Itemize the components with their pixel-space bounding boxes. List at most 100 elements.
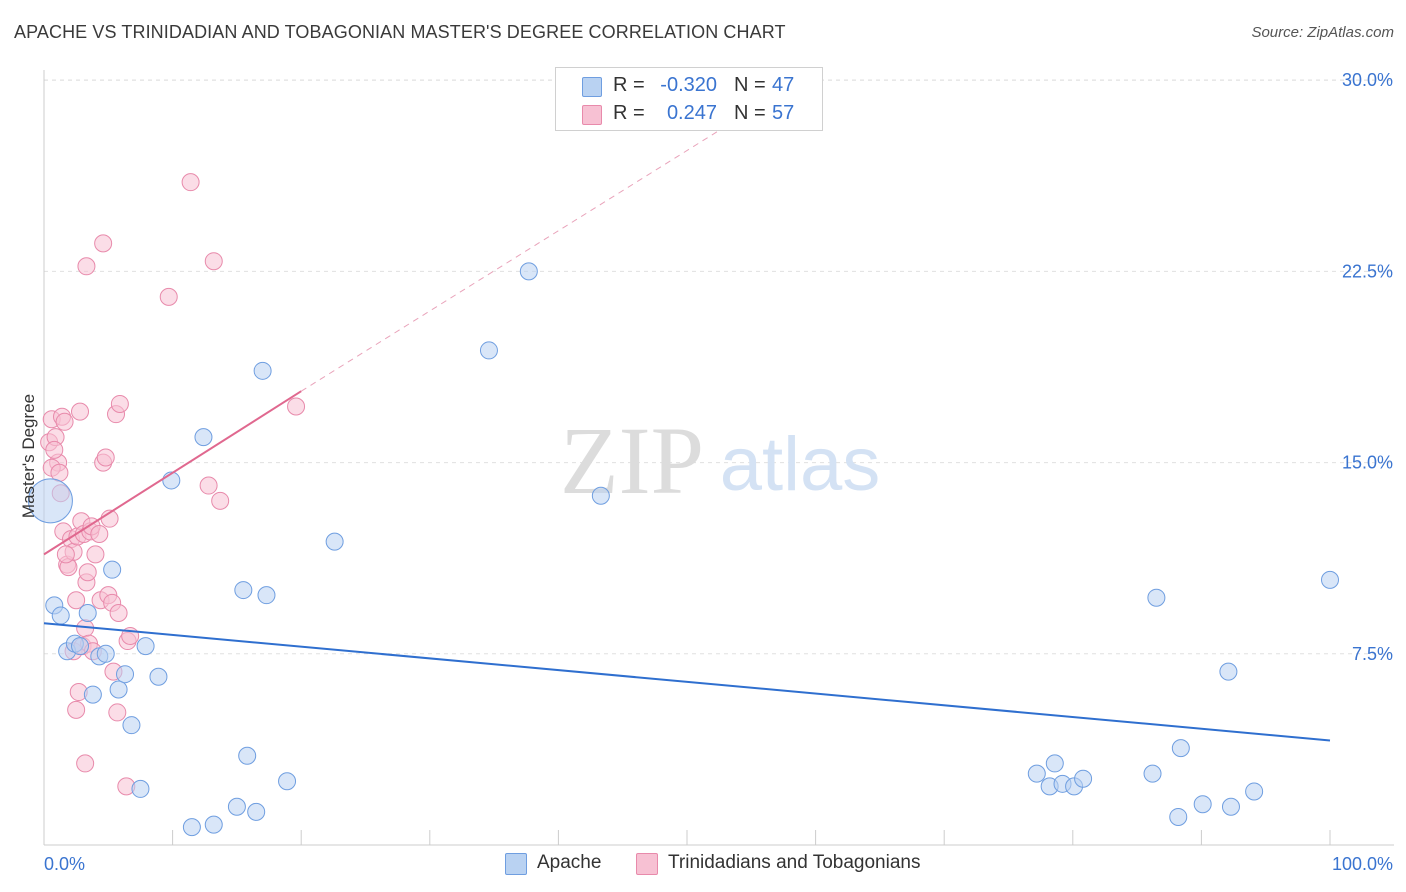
data-point-trinidadians	[71, 402, 90, 421]
data-point-apache	[325, 532, 344, 551]
data-point-apache	[136, 637, 155, 656]
data-point-apache	[103, 560, 122, 579]
data-point-trinidadians	[108, 703, 127, 722]
data-point-trinidadians	[96, 448, 115, 467]
data-point-trinidadians	[55, 412, 74, 431]
data-point-trinidadians	[211, 491, 230, 510]
data-point-apache	[1169, 807, 1188, 826]
data-point-apache	[591, 486, 610, 505]
legend-n-value: 57	[772, 102, 795, 124]
tick-labels: 7.5% 15.0% 22.5% 30.0% 0.0% 100.0%	[44, 70, 1393, 874]
legend-row-apache: R = -0.320 N = 47	[556, 72, 822, 100]
data-point-apache	[519, 262, 538, 281]
apache-swatch	[582, 77, 602, 97]
y-axis-label: Master's Degree	[19, 394, 38, 518]
data-point-trinidadians	[199, 476, 218, 495]
series-apache-points	[27, 262, 1339, 837]
data-point-trinidadians	[109, 604, 128, 623]
data-point-apache	[278, 772, 297, 791]
data-point-trinidadians	[287, 397, 306, 416]
data-point-apache	[247, 802, 266, 821]
y-tick-label: 30.0%	[1342, 70, 1393, 90]
data-point-trinidadians	[45, 440, 64, 459]
legend-r-label: R =	[613, 74, 645, 96]
legend-r-label: R =	[613, 102, 645, 124]
data-point-apache	[149, 667, 168, 686]
data-point-trinidadians	[56, 545, 75, 564]
data-point-trinidadians	[90, 524, 109, 543]
data-point-apache	[109, 680, 128, 699]
y-tick-label: 15.0%	[1342, 453, 1393, 473]
legend-label-trinidadians: Trinidadians and Tobagonians	[668, 852, 921, 873]
legend-label-apache: Apache	[537, 852, 602, 873]
y-tick-label: 7.5%	[1352, 644, 1393, 664]
data-point-apache	[1027, 764, 1046, 783]
data-point-apache	[1219, 662, 1238, 681]
data-point-trinidadians	[86, 545, 105, 564]
data-point-trinidadians	[77, 257, 96, 276]
data-point-trinidadians	[181, 173, 200, 192]
y-tick-label: 22.5%	[1342, 261, 1393, 281]
watermark: ZIP atlas	[560, 407, 880, 514]
data-point-apache	[479, 341, 498, 360]
chart-title: APACHE VS TRINIDADIAN AND TOBAGONIAN MAS…	[14, 22, 786, 42]
legend-row-trinidadians: R = 0.247 N = 57	[556, 100, 822, 128]
data-point-apache	[116, 665, 135, 684]
data-point-trinidadians	[67, 700, 86, 719]
trinidadians-swatch	[582, 105, 602, 125]
data-point-trinidadians	[204, 252, 223, 271]
trend-lines	[43, 118, 1331, 742]
data-point-apache	[227, 797, 246, 816]
data-point-apache	[1221, 797, 1240, 816]
apache-swatch	[505, 853, 527, 875]
x-tick-label: 0.0%	[44, 854, 85, 874]
watermark-zip: ZIP	[560, 407, 704, 514]
series-legend: Apache Trinidadians and Tobagonians	[0, 850, 1406, 880]
data-point-trinidadians	[76, 754, 95, 773]
data-point-trinidadians	[78, 563, 97, 582]
data-point-apache	[1193, 795, 1212, 814]
data-point-apache	[1147, 588, 1166, 607]
data-point-apache	[122, 716, 141, 735]
data-point-trinidadians	[159, 287, 178, 306]
legend-n-label: N =	[734, 102, 766, 124]
axes	[43, 70, 1394, 846]
data-point-apache	[78, 604, 97, 623]
trend-line-trinidadians-extended	[300, 118, 739, 392]
series-trinidadians-points	[40, 173, 306, 796]
trinidadians-swatch	[636, 853, 658, 875]
data-point-trinidadians	[67, 591, 86, 610]
legend-r-value: -0.320	[660, 74, 717, 96]
data-point-apache	[204, 815, 223, 834]
source-credit: Source: ZipAtlas.com	[1251, 24, 1394, 41]
gridlines	[44, 79, 1394, 655]
data-point-apache	[1321, 570, 1339, 589]
trend-line-apache	[43, 622, 1331, 742]
data-point-apache	[238, 746, 257, 765]
legend-n-label: N =	[734, 74, 766, 96]
data-point-apache	[1045, 754, 1064, 773]
data-point-apache	[257, 586, 276, 605]
data-point-apache	[234, 581, 253, 600]
data-point-apache	[182, 818, 201, 837]
data-point-apache	[194, 428, 213, 447]
watermark-atlas: atlas	[720, 422, 881, 507]
data-point-trinidadians	[110, 394, 129, 413]
data-point-apache	[1143, 764, 1162, 783]
x-tick-label: 100.0%	[1332, 854, 1393, 874]
legend-n-value: 47	[772, 74, 795, 96]
data-point-apache	[83, 685, 102, 704]
data-point-apache	[1245, 782, 1264, 801]
data-point-apache	[71, 637, 90, 656]
data-point-apache	[96, 644, 115, 663]
correlation-legend: R = -0.320 N = 47 R = 0.247 N = 57	[555, 67, 823, 131]
trend-line-trinidadians	[43, 390, 302, 556]
data-point-apache	[51, 606, 70, 625]
data-point-trinidadians	[94, 234, 113, 253]
legend-r-value: 0.247	[666, 102, 717, 124]
data-point-apache	[1171, 739, 1190, 758]
data-point-apache	[131, 779, 150, 798]
data-point-apache	[1074, 769, 1093, 788]
data-point-apache	[253, 361, 272, 380]
